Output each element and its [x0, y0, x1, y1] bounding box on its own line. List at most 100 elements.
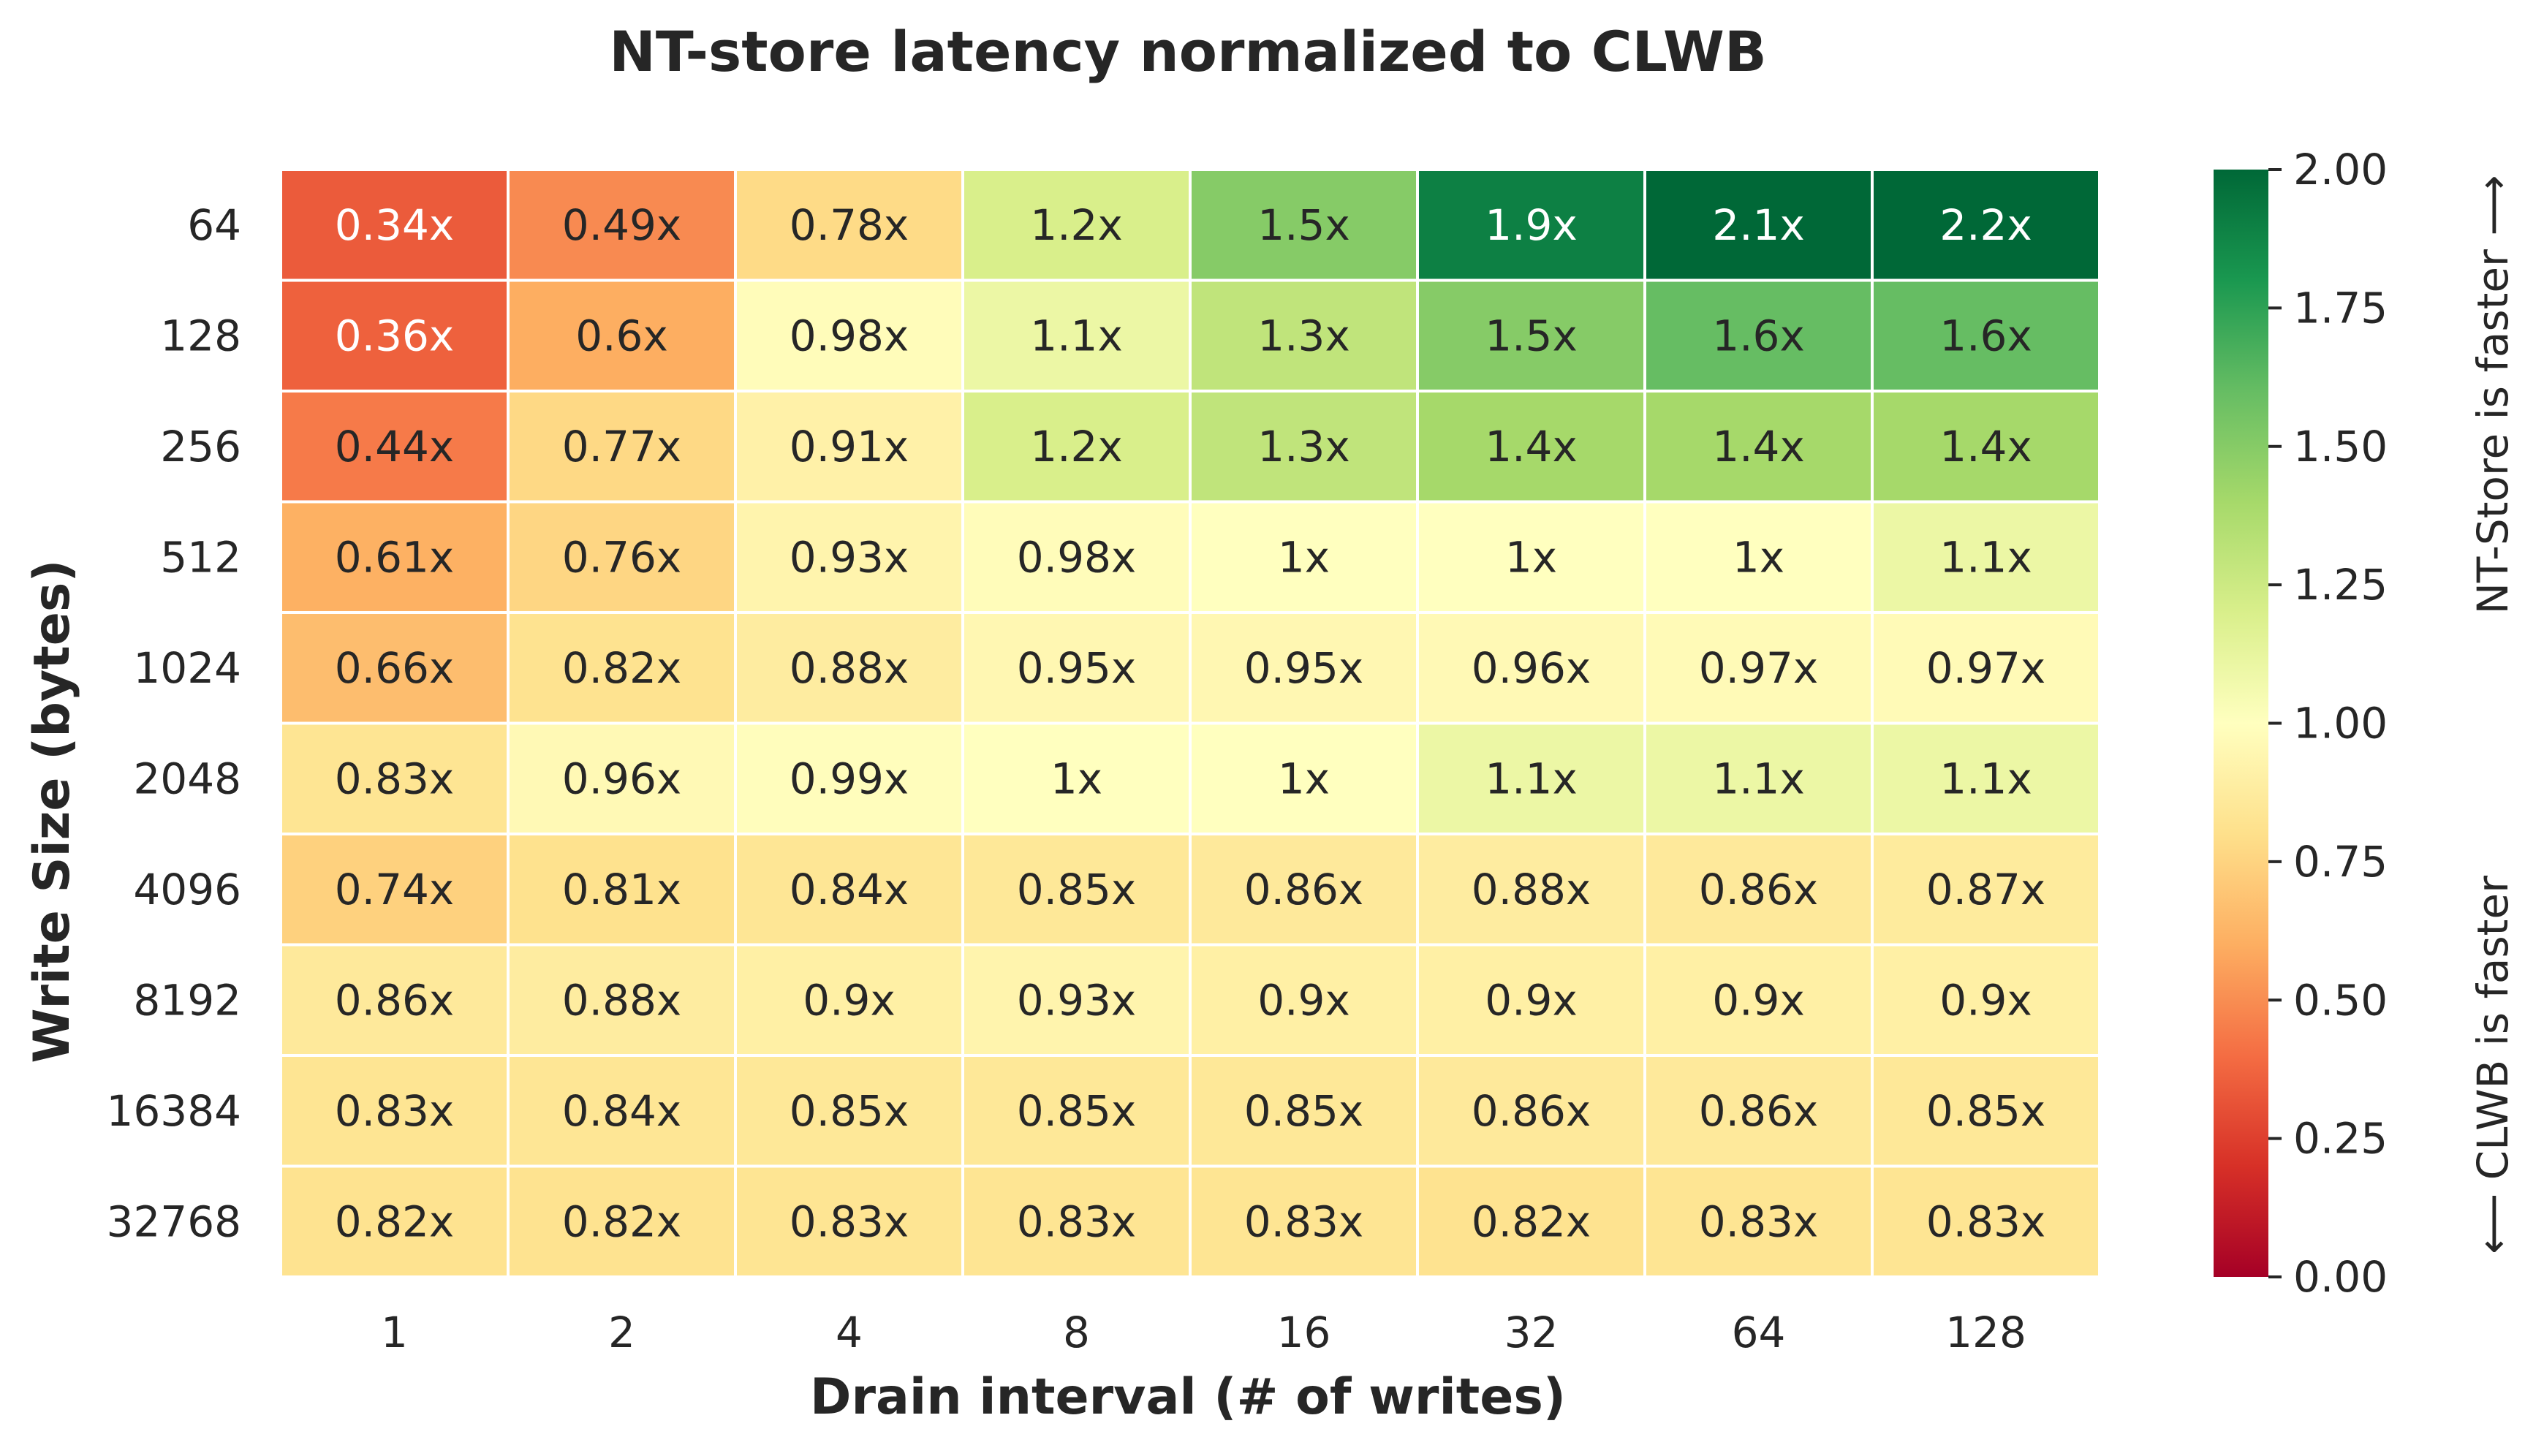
cell-value-label: 0.83x — [790, 1197, 909, 1246]
colorbar-tick-label: 0.75 — [2293, 837, 2388, 887]
colorbar-ticks: 0.00 0.25 0.50 0.75 1.00 1.25 1.50 1.75 2.00 — [2268, 145, 2388, 1302]
cell-value-label: 1x — [1278, 754, 1330, 803]
heatmap-cell — [1189, 611, 1419, 725]
heatmap-cell — [1871, 390, 2101, 504]
cell-value-label: 0.86x — [1699, 865, 1818, 914]
y-tick-label: 16384 — [106, 1086, 241, 1136]
cell-value-label: 0.93x — [1017, 975, 1136, 1025]
cell-value-label: 0.34x — [335, 200, 454, 250]
x-tick-label: 32 — [1504, 1308, 1559, 1357]
cell-value-label: 0.88x — [790, 643, 909, 693]
x-tick-labels: 1 2 4 8 16 32 64 128 — [381, 1308, 2026, 1357]
x-tick-label: 2 — [608, 1308, 635, 1357]
cell-value-label: 0.82x — [562, 643, 681, 693]
cell-value-label: 1x — [1733, 532, 1784, 582]
heatmap-cell — [1189, 1164, 1419, 1278]
cell-value-label: 1.1x — [1485, 754, 1578, 803]
cell-value-label: 1.1x — [1712, 754, 1805, 803]
colorbar-tick-label: 1.25 — [2293, 560, 2388, 610]
cell-value-label: 1.5x — [1257, 200, 1350, 250]
heatmap-cell — [279, 833, 510, 947]
heatmap-cell — [507, 721, 737, 835]
cell-value-label: 0.97x — [1926, 643, 2045, 693]
heatmap-cell — [1871, 168, 2101, 282]
x-tick-label: 16 — [1277, 1308, 1331, 1357]
heatmap-cell — [734, 500, 964, 614]
heatmap-cell — [1871, 1164, 2101, 1278]
cell-value-label: 0.66x — [335, 643, 454, 693]
cell-value-label: 0.83x — [1017, 1197, 1136, 1246]
cell-value-label: 1.6x — [1939, 311, 2032, 360]
heatmap-cell — [1416, 721, 1646, 835]
heatmap-cell — [1871, 278, 2101, 393]
cell-value-label: 1.2x — [1030, 422, 1123, 471]
cell-value-label: 0.49x — [562, 200, 681, 250]
colorbar-tick-label: 0.00 — [2293, 1252, 2388, 1302]
cell-value-label: 0.86x — [335, 975, 454, 1025]
x-axis-title: Drain interval (# of writes) — [810, 1368, 1566, 1426]
x-tick-label: 128 — [1945, 1308, 2026, 1357]
heatmap-cell — [734, 1054, 964, 1168]
cell-value-label: 1x — [1505, 532, 1557, 582]
heatmap-cell — [1189, 390, 1419, 504]
cell-value-label: 0.9x — [1257, 975, 1350, 1025]
cell-value-label: 1.4x — [1939, 422, 2032, 471]
cell-value-label: 0.81x — [562, 865, 681, 914]
heatmap-cell — [279, 1164, 510, 1278]
cell-value-label: 1.9x — [1485, 200, 1578, 250]
heatmap-cell — [507, 1054, 737, 1168]
cell-value-label: 1.2x — [1030, 200, 1123, 250]
chart-title: NT-store latency normalized to CLWB — [609, 19, 1767, 84]
cell-value-label: 0.83x — [1699, 1197, 1818, 1246]
cell-value-label: 0.93x — [790, 532, 909, 582]
cell-value-label: 0.95x — [1244, 643, 1363, 693]
heatmap-cell — [734, 168, 964, 282]
cell-value-label: 0.78x — [790, 200, 909, 250]
y-tick-label: 128 — [160, 311, 241, 360]
heatmap-cell — [1416, 390, 1646, 504]
nt-store-faster-label: NT-Store is faster ⟶ — [2468, 175, 2518, 615]
heatmap-cell — [1416, 168, 1646, 282]
y-tick-label: 32768 — [106, 1197, 241, 1246]
cell-value-label: 1.1x — [1939, 532, 2032, 582]
clwb-faster-label: ⟵ CLWB is faster — [2468, 876, 2518, 1254]
cell-value-label: 0.82x — [562, 1197, 681, 1246]
y-tick-label: 1024 — [133, 643, 241, 693]
heatmap-cell — [961, 1164, 1192, 1278]
heatmap-cell — [734, 721, 964, 835]
cell-value-label: 0.9x — [803, 975, 896, 1025]
colorbar-tick-label: 1.75 — [2293, 283, 2388, 333]
x-tick-label: 1 — [381, 1308, 408, 1357]
heatmap-cell — [734, 390, 964, 504]
cell-value-label: 0.82x — [335, 1197, 454, 1246]
cell-value-label: 1.1x — [1030, 311, 1123, 360]
heatmap-cell — [1416, 1164, 1646, 1278]
cell-value-label: 0.86x — [1699, 1086, 1818, 1136]
cell-value-label: 0.83x — [1244, 1197, 1363, 1246]
heatmap-cell — [1643, 611, 1874, 725]
cell-value-label: 0.85x — [1017, 1086, 1136, 1136]
heatmap-cell — [507, 168, 737, 282]
y-tick-labels: 64 128 256 512 1024 2048 4096 8192 16384 32768 — [106, 200, 241, 1247]
cell-value-label: 0.95x — [1017, 643, 1136, 693]
cell-value-label: 0.88x — [1472, 865, 1591, 914]
cell-value-label: 0.9x — [1712, 975, 1805, 1025]
cell-value-label: 0.97x — [1699, 643, 1818, 693]
cell-value-label: 0.86x — [1244, 865, 1363, 914]
heatmap-cell — [734, 833, 964, 947]
cell-value-label: 0.85x — [790, 1086, 909, 1136]
heatmap-cells: 0.34x 0.49x 0.78x 1.2x 1.5x 1.9x 2.1x 2.2x 0.36x… — [279, 168, 2101, 1278]
heatmap-cell — [507, 390, 737, 504]
heatmap-cell — [279, 168, 510, 282]
cell-value-label: 0.83x — [335, 1086, 454, 1136]
cell-value-label: 0.61x — [335, 532, 454, 582]
heatmap-cell — [1416, 278, 1646, 393]
colorbar-gradient — [2214, 170, 2268, 1277]
cell-value-label: 0.96x — [1472, 643, 1591, 693]
heatmap-cell — [1871, 611, 2101, 725]
cell-value-label: 2.2x — [1939, 200, 2032, 250]
cell-value-label: 0.85x — [1017, 865, 1136, 914]
cell-value-label: 0.82x — [1472, 1197, 1591, 1246]
cell-value-label: 1.1x — [1939, 754, 2032, 803]
